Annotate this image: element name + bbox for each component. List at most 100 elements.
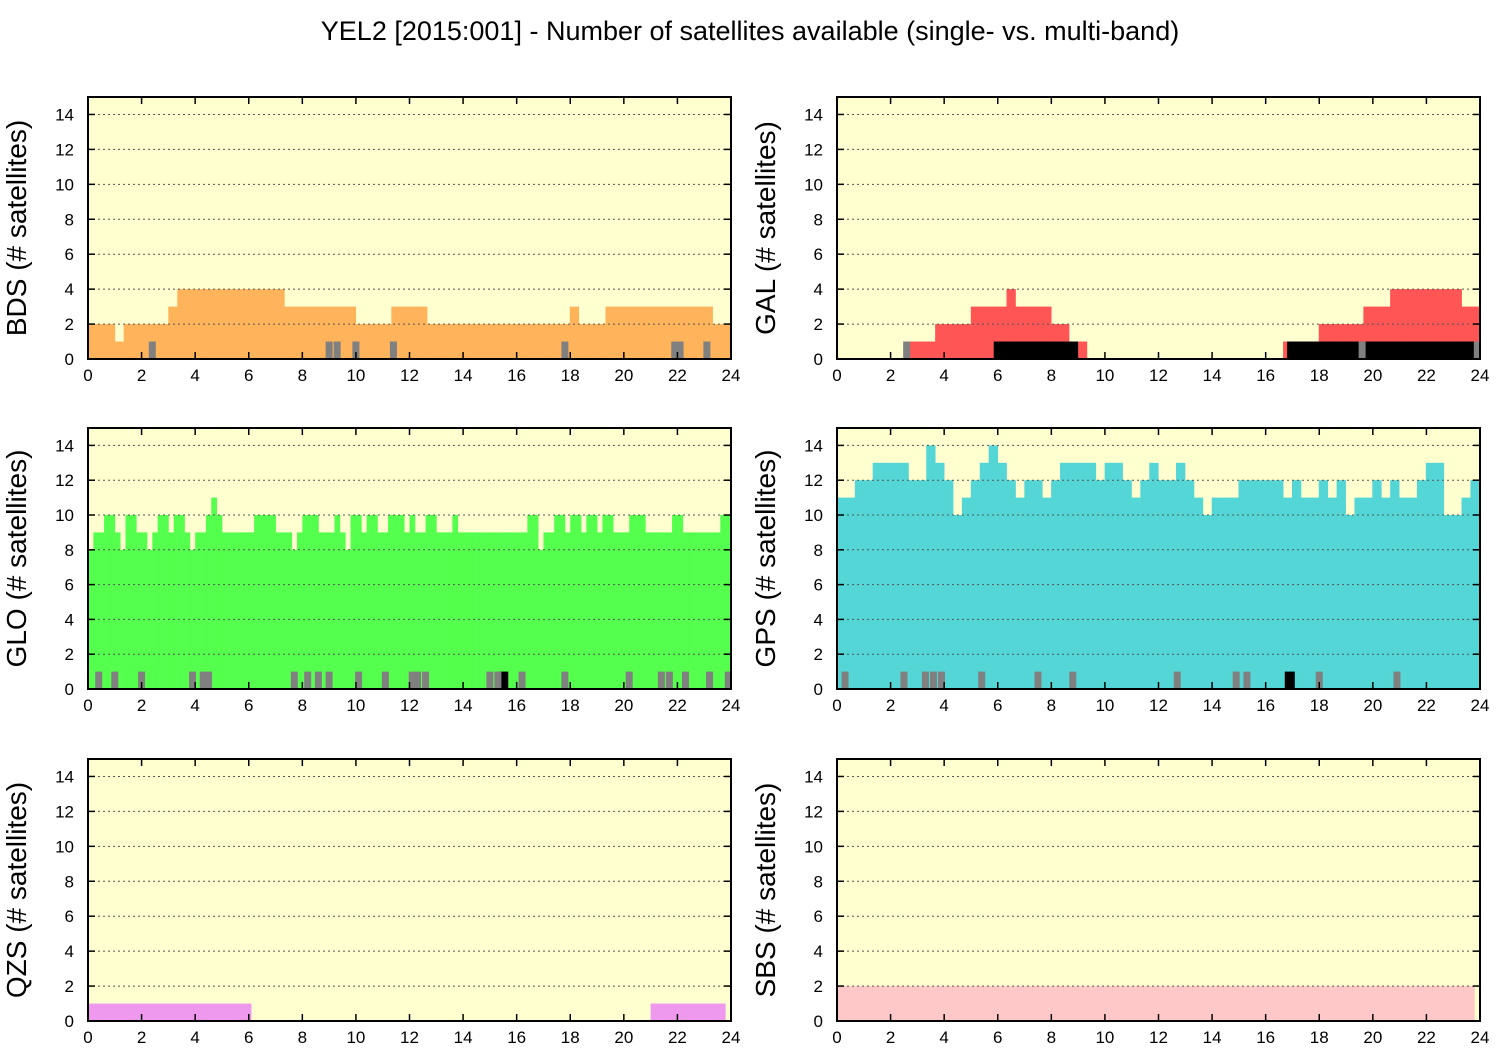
bar [177, 289, 187, 359]
bar [388, 515, 394, 689]
bar [1113, 462, 1123, 689]
bar [890, 462, 900, 689]
y-tick-label: 2 [814, 645, 823, 664]
x-tick-label: 4 [939, 1028, 948, 1047]
bar [614, 306, 624, 359]
y-tick-label: 6 [65, 245, 74, 264]
bar [212, 289, 223, 359]
bar [1363, 497, 1373, 689]
y-tick-label: 10 [55, 175, 74, 194]
bar [1229, 497, 1239, 689]
bar [607, 515, 614, 689]
y-tick-label: 0 [814, 680, 823, 699]
bar [970, 306, 981, 359]
bar [382, 324, 392, 359]
x-tick-label: 8 [1047, 1028, 1056, 1047]
x-tick-label: 20 [1363, 1028, 1382, 1047]
bar [917, 341, 927, 359]
bar [586, 515, 593, 689]
multi-band-bar [1284, 671, 1295, 689]
bar [361, 532, 368, 689]
y-tick-label: 10 [804, 506, 823, 525]
x-tick-label: 24 [722, 1028, 741, 1047]
x-tick-label: 14 [454, 366, 473, 385]
bar [168, 532, 175, 689]
bar [1416, 289, 1427, 359]
bar [1006, 480, 1016, 689]
y-tick-label: 10 [55, 506, 74, 525]
single-band-mark [138, 671, 146, 689]
y-tick-label: 2 [65, 977, 74, 996]
bar [543, 324, 553, 359]
x-tick-label: 20 [614, 1028, 633, 1047]
single-band-mark [1232, 671, 1240, 689]
bar [1461, 306, 1471, 359]
bar [623, 532, 630, 689]
single-band-mark [657, 671, 665, 689]
bar [200, 532, 207, 689]
single-band-mark [422, 671, 430, 689]
bar [997, 462, 1007, 689]
bar [1425, 462, 1436, 689]
bar [232, 532, 239, 689]
single-band-mark [1173, 671, 1181, 689]
bar [837, 986, 1475, 1021]
single-band-mark [355, 671, 363, 689]
bar [639, 515, 646, 689]
y-tick-label: 8 [814, 872, 823, 891]
bar [682, 532, 689, 689]
y-tick-label: 4 [65, 610, 74, 629]
bar [650, 1003, 726, 1021]
bar [559, 515, 566, 689]
bar [186, 289, 196, 359]
bar [270, 515, 276, 689]
x-tick-label: 2 [137, 366, 146, 385]
x-tick-label: 8 [298, 696, 307, 715]
y-tick-label: 14 [55, 436, 74, 455]
bar [1015, 497, 1025, 689]
x-tick-label: 12 [1149, 696, 1168, 715]
bar [350, 515, 357, 689]
bar [293, 306, 303, 359]
bar [498, 324, 508, 359]
bar [1345, 515, 1355, 689]
single-band-mark [314, 671, 322, 689]
y-tick-label: 14 [55, 105, 74, 124]
y-tick-label: 4 [814, 610, 823, 629]
bar [435, 324, 446, 359]
bar [311, 306, 321, 359]
bar [516, 532, 523, 689]
bar [318, 532, 325, 689]
bar [398, 515, 405, 689]
bar [444, 324, 455, 359]
y-tick-label: 8 [65, 872, 74, 891]
bar [391, 306, 401, 359]
x-tick-label: 20 [1363, 696, 1382, 715]
bar [355, 515, 362, 689]
bar [1051, 480, 1061, 689]
x-tick-label: 0 [832, 1028, 841, 1047]
x-tick-label: 18 [1310, 696, 1329, 715]
y-tick-label: 14 [804, 105, 823, 124]
bar [1416, 480, 1427, 689]
x-tick-label: 0 [832, 366, 841, 385]
bar [259, 515, 266, 689]
bar [468, 532, 475, 689]
bar [1202, 515, 1213, 689]
single-band-mark [518, 671, 526, 689]
bar [302, 306, 312, 359]
bar [88, 324, 98, 359]
single-band-mark [408, 671, 416, 689]
bar [109, 515, 116, 689]
bar [666, 532, 673, 689]
x-tick-label: 6 [993, 696, 1002, 715]
bar [650, 532, 657, 689]
single-band-mark [900, 671, 908, 689]
y-tick-label: 6 [814, 245, 823, 264]
bar [420, 532, 426, 689]
x-tick-label: 24 [722, 366, 741, 385]
single-band-mark [95, 671, 103, 689]
bar [473, 532, 480, 689]
single-band-mark [724, 671, 732, 689]
bar [522, 532, 528, 689]
